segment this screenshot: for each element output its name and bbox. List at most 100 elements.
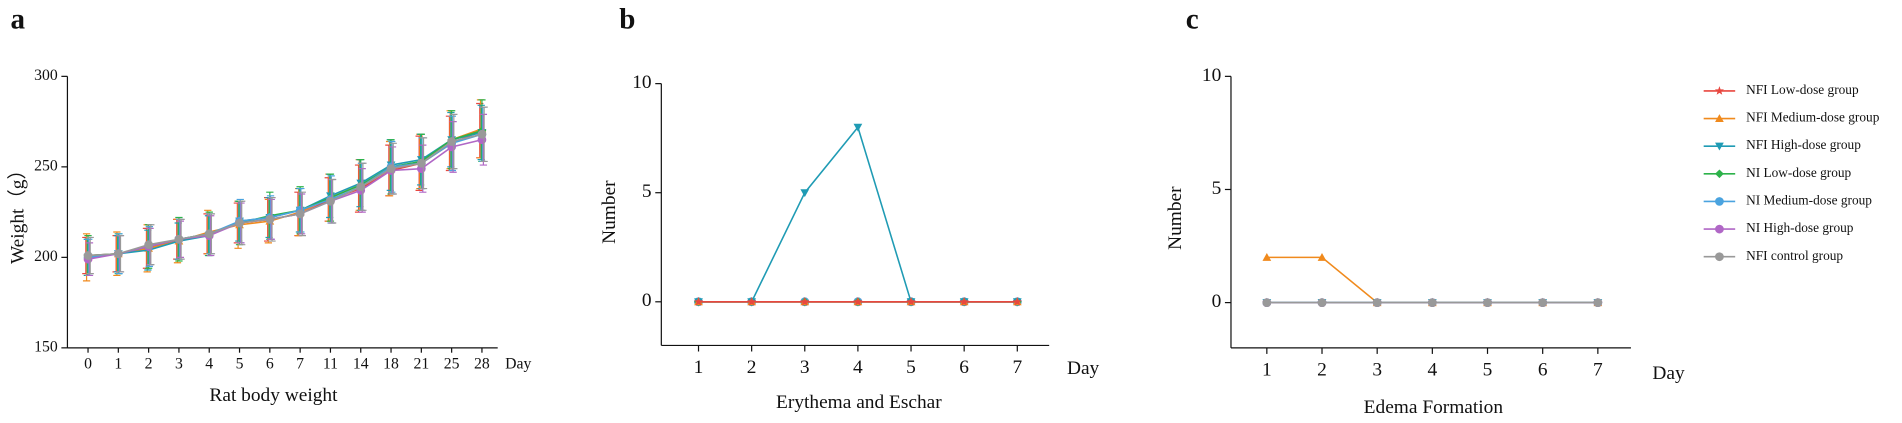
x-tick-label: 1 [1262,359,1272,380]
marker [326,196,335,206]
legend-label: NFI Medium-dose group [1746,110,1880,125]
x-axis-end-label: Day [1652,363,1685,384]
x-tick-label: 7 [296,355,304,372]
x-tick-label: 5 [1483,359,1493,380]
marker [477,129,487,139]
marker [265,214,275,224]
y-tick-label: 200 [34,248,58,265]
marker [174,234,184,244]
marker [1715,197,1724,206]
x-tick-label: 6 [959,357,969,378]
marker [1715,114,1724,123]
marker [853,296,863,306]
y-tick-label: 10 [632,72,651,93]
marker [1262,298,1272,307]
marker [853,123,863,132]
x-tick-label: 3 [1372,359,1382,380]
marker [204,229,214,239]
x-tick-label: 14 [353,355,369,372]
marker [144,240,153,250]
y-axis-label: Number [1165,186,1186,250]
y-tick-label: 300 [34,67,58,84]
marker [1262,252,1272,261]
panel-label: c [1186,3,1199,35]
legend-label: NFI High-dose group [1746,137,1861,152]
x-tick-label: 7 [1012,357,1022,378]
y-axis-label: Number [599,180,620,244]
marker [416,158,426,168]
y-tick-label: 10 [1202,65,1221,86]
x-tick-label: 4 [1428,359,1438,380]
marker [693,296,704,306]
marker [800,189,810,198]
x-tick-label: 4 [853,357,863,378]
x-tick-label: 28 [474,355,490,372]
marker [1317,252,1327,261]
x-tick-label: 3 [175,355,183,372]
marker [295,209,305,219]
x-tick-label: 7 [1593,359,1603,380]
x-tick-label: 4 [205,355,213,372]
x-tick-label: 6 [1538,359,1548,380]
marker [1715,224,1724,234]
marker [1483,298,1492,307]
marker [1715,169,1724,179]
marker [1538,298,1548,307]
x-tick-label: 18 [383,355,399,372]
marker [1372,298,1382,307]
marker [906,296,916,306]
y-axis-label: Weight（g） [6,160,28,264]
x-axis-label: Rat body weight [209,385,338,406]
x-tick-label: 5 [236,355,244,372]
marker [1714,86,1724,95]
panel-label: b [619,3,635,35]
series-line [698,125,1018,303]
legend-label: NI Low-dose group [1746,165,1851,180]
x-axis-label: Edema Formation [1364,397,1504,418]
marker [447,137,457,146]
x-tick-label: 6 [266,355,274,372]
x-tick-label: 11 [323,355,338,372]
marker [83,251,93,260]
x-tick-label: 3 [800,357,810,378]
y-tick-label: 150 [34,338,58,355]
marker [1427,298,1437,307]
x-tick-label: 2 [747,357,757,378]
x-tick-label: 2 [1317,359,1327,380]
marker [800,296,810,306]
y-tick-label: 5 [642,181,652,202]
x-axis-end-label: Day [1067,358,1100,379]
x-tick-label: 2 [145,355,153,372]
x-tick-label: 1 [114,355,122,372]
marker [959,296,969,306]
y-tick-label: 250 [34,157,58,174]
panel-label: a [10,3,25,35]
marker [1715,252,1724,262]
x-tick-label: 1 [694,357,704,378]
x-axis-end-label: Day [505,355,531,372]
marker [1593,298,1603,307]
legend-label: NI Medium-dose group [1746,193,1872,208]
y-tick-label: 5 [1212,178,1222,199]
x-tick-label: 0 [84,355,92,372]
marker [1012,296,1022,306]
marker [1715,142,1724,151]
series-line [87,133,483,257]
marker [747,296,757,306]
x-tick-label: 21 [413,355,429,372]
marker [356,182,366,192]
marker [235,218,244,228]
legend-label: NFI control group [1746,248,1843,263]
marker [113,249,123,259]
y-tick-label: 0 [1212,291,1222,312]
marker [386,164,396,174]
x-axis-label: Erythema and Eschar [776,392,942,413]
series-line [1266,256,1598,304]
x-tick-label: 5 [906,357,916,378]
legend-label: NFI Low-dose group [1746,82,1859,97]
y-tick-label: 0 [642,290,652,311]
x-tick-label: 25 [444,355,460,372]
marker [1317,298,1327,307]
